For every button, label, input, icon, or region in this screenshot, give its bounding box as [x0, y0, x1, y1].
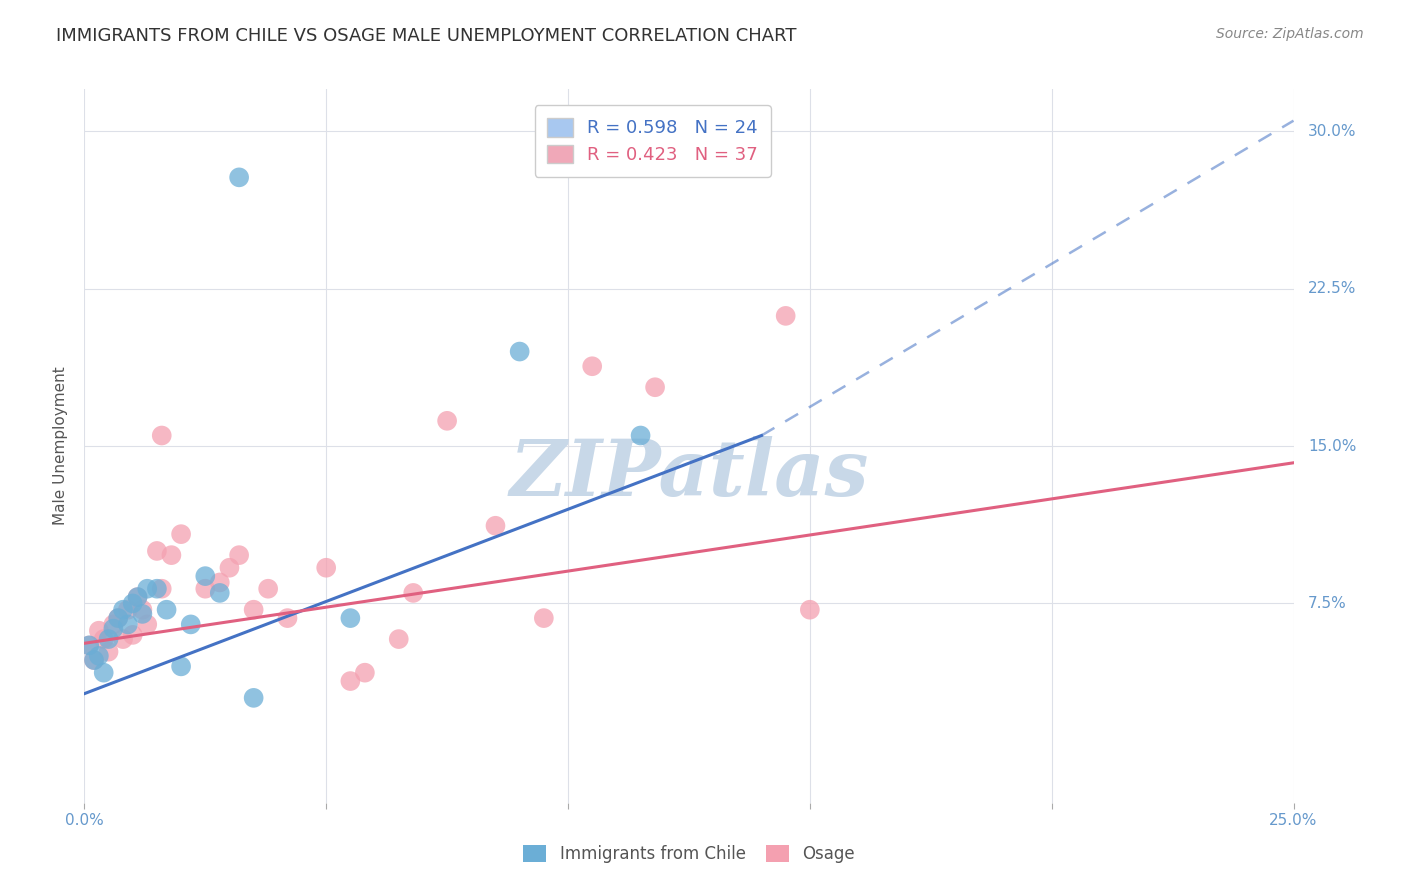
Point [339, 674, 361, 689]
Point [630, 428, 652, 442]
Point [150, 428, 173, 442]
Point [170, 527, 193, 541]
Text: 30.0%: 30.0% [1308, 124, 1357, 138]
Point [644, 380, 666, 394]
Point [339, 611, 361, 625]
Point [315, 560, 337, 574]
Legend: Immigrants from Chile, Osage: Immigrants from Chile, Osage [513, 835, 865, 873]
Text: Source: ZipAtlas.com: Source: ZipAtlas.com [1216, 27, 1364, 41]
Text: 15.0%: 15.0% [1308, 439, 1357, 453]
Point [194, 582, 217, 596]
Point [402, 586, 425, 600]
Text: ZIPatlas: ZIPatlas [509, 436, 869, 513]
Text: IMMIGRANTS FROM CHILE VS OSAGE MALE UNEMPLOYMENT CORRELATION CHART: IMMIGRANTS FROM CHILE VS OSAGE MALE UNEM… [56, 27, 797, 45]
Point [354, 665, 377, 680]
Point [97, 645, 120, 659]
Point [93, 632, 115, 646]
Point [155, 603, 177, 617]
Point [87, 648, 110, 663]
Point [436, 414, 458, 428]
Point [228, 548, 250, 562]
Point [83, 653, 105, 667]
Point [77, 639, 100, 653]
Point [136, 582, 159, 596]
Point [484, 518, 506, 533]
Point [121, 596, 143, 610]
Point [87, 624, 110, 638]
Point [112, 632, 135, 646]
Point [228, 170, 250, 185]
Point [509, 344, 531, 359]
Point [93, 665, 115, 680]
Point [208, 586, 231, 600]
Point [127, 590, 149, 604]
Point [107, 611, 129, 625]
Point [83, 653, 105, 667]
Point [242, 603, 264, 617]
Point [121, 628, 143, 642]
Point [388, 632, 411, 646]
Point [131, 603, 153, 617]
Point [218, 560, 240, 574]
Point [131, 607, 153, 621]
Point [107, 611, 129, 625]
Point [112, 603, 135, 617]
Point [77, 639, 100, 653]
Point [160, 548, 183, 562]
Point [581, 359, 603, 374]
Text: 7.5%: 7.5% [1308, 596, 1347, 611]
Point [180, 617, 202, 632]
Point [208, 575, 231, 590]
Y-axis label: Male Unemployment: Male Unemployment [53, 367, 69, 525]
Point [170, 659, 193, 673]
Point [775, 309, 797, 323]
Point [799, 603, 821, 617]
Point [150, 582, 173, 596]
Point [257, 582, 280, 596]
Point [103, 617, 125, 632]
Point [136, 617, 159, 632]
Point [276, 611, 298, 625]
Point [117, 603, 139, 617]
Point [146, 582, 169, 596]
Text: 22.5%: 22.5% [1308, 281, 1357, 296]
Point [146, 544, 169, 558]
Point [97, 632, 120, 646]
Point [242, 690, 264, 705]
Point [533, 611, 555, 625]
Point [117, 617, 139, 632]
Point [127, 590, 149, 604]
Point [194, 569, 217, 583]
Point [103, 622, 125, 636]
